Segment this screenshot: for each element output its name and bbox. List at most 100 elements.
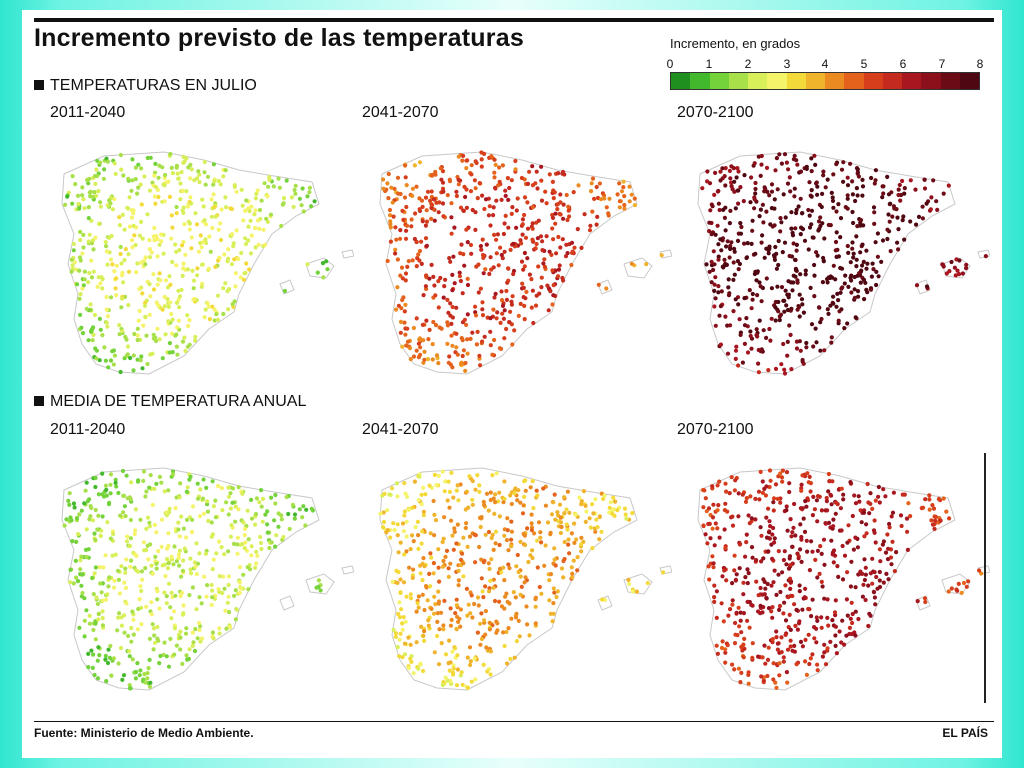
station-dot: [202, 159, 207, 165]
station-dot: [712, 262, 717, 267]
station-dot: [838, 265, 843, 271]
station-dot: [855, 545, 860, 550]
station-dot: [732, 249, 737, 254]
station-dot: [436, 361, 441, 366]
station-dot: [117, 332, 122, 337]
station-dot: [428, 584, 433, 589]
station-dot: [74, 575, 79, 580]
station-dot: [714, 643, 719, 648]
station-dot: [500, 311, 505, 316]
station-dot: [166, 664, 172, 669]
station-dot: [518, 574, 523, 579]
station-dot: [167, 194, 172, 199]
station-dot: [458, 278, 463, 284]
station-dot: [499, 289, 504, 294]
station-dot: [179, 574, 184, 579]
station-dot: [825, 615, 830, 620]
station-dot: [470, 502, 475, 507]
station-dot: [737, 261, 742, 267]
station-dot: [494, 251, 499, 256]
station-dot: [378, 511, 383, 516]
station-dot: [448, 259, 453, 264]
station-dot: [104, 244, 109, 249]
station-dot: [583, 503, 588, 508]
station-dot: [622, 506, 628, 511]
station-dot: [205, 502, 210, 507]
station-dot: [148, 294, 153, 299]
station-dot: [395, 285, 400, 290]
station-dot: [825, 508, 830, 513]
station-dot: [520, 281, 525, 286]
station-dot: [836, 318, 841, 323]
station-dot: [552, 190, 557, 195]
station-dot: [764, 165, 770, 170]
station-dot: [157, 474, 162, 479]
station-dot: [461, 153, 466, 158]
station-dot: [244, 198, 249, 203]
station-dot: [617, 199, 622, 204]
station-dot: [795, 307, 800, 312]
station-dot: [130, 245, 135, 250]
station-dot: [396, 570, 401, 575]
station-dot: [405, 326, 410, 331]
station-dot: [556, 171, 561, 176]
station-dot: [176, 552, 181, 557]
station-dot: [706, 564, 711, 569]
station-dot: [168, 636, 173, 641]
station-dot: [401, 529, 406, 534]
station-dot: [505, 599, 510, 604]
station-dot: [241, 572, 246, 577]
island-outline: [305, 257, 335, 279]
station-dot: [488, 578, 493, 583]
station-dot: [863, 597, 868, 603]
station-dot: [184, 653, 189, 658]
station-dot: [143, 566, 148, 571]
station-dot: [775, 496, 780, 501]
station-dot: [854, 234, 859, 239]
station-dot: [745, 567, 750, 572]
station-dot: [199, 245, 204, 250]
station-dot: [398, 191, 403, 197]
station-dot: [180, 273, 185, 278]
station-dot: [155, 282, 160, 287]
station-dot: [170, 259, 175, 265]
station-dot: [804, 504, 809, 509]
station-dot: [569, 565, 574, 570]
station-dot: [108, 472, 114, 477]
station-dot: [118, 152, 123, 158]
station-dot: [184, 156, 189, 161]
station-dot: [729, 184, 734, 189]
station-dot: [137, 308, 142, 314]
station-dot: [771, 508, 776, 513]
station-dot: [157, 242, 162, 247]
station-dot: [598, 197, 604, 202]
legend-swatch: [786, 73, 806, 89]
station-dot: [125, 534, 130, 539]
station-dot: [233, 519, 238, 524]
station-dot: [788, 593, 793, 598]
station-dot: [462, 317, 467, 322]
station-dot: [597, 537, 602, 542]
station-dot: [178, 481, 183, 486]
station-dot: [712, 304, 717, 309]
station-dot: [855, 171, 860, 176]
station-dot: [708, 208, 713, 213]
station-dot: [436, 599, 442, 604]
station-dot: [464, 158, 469, 163]
station-dot: [189, 246, 194, 251]
station-dot: [93, 637, 98, 642]
station-dot: [100, 623, 105, 628]
station-dot: [734, 344, 739, 349]
station-dot: [475, 473, 480, 478]
station-dot: [428, 551, 433, 556]
station-dot: [448, 313, 453, 318]
station-dot: [892, 569, 897, 574]
station-dot: [211, 557, 216, 562]
station-dot: [844, 597, 849, 602]
station-dot: [62, 523, 67, 528]
station-dot: [477, 483, 482, 488]
station-dot: [788, 638, 793, 643]
station-dot: [164, 594, 169, 599]
station-dot: [478, 286, 483, 291]
station-dot: [509, 178, 514, 183]
